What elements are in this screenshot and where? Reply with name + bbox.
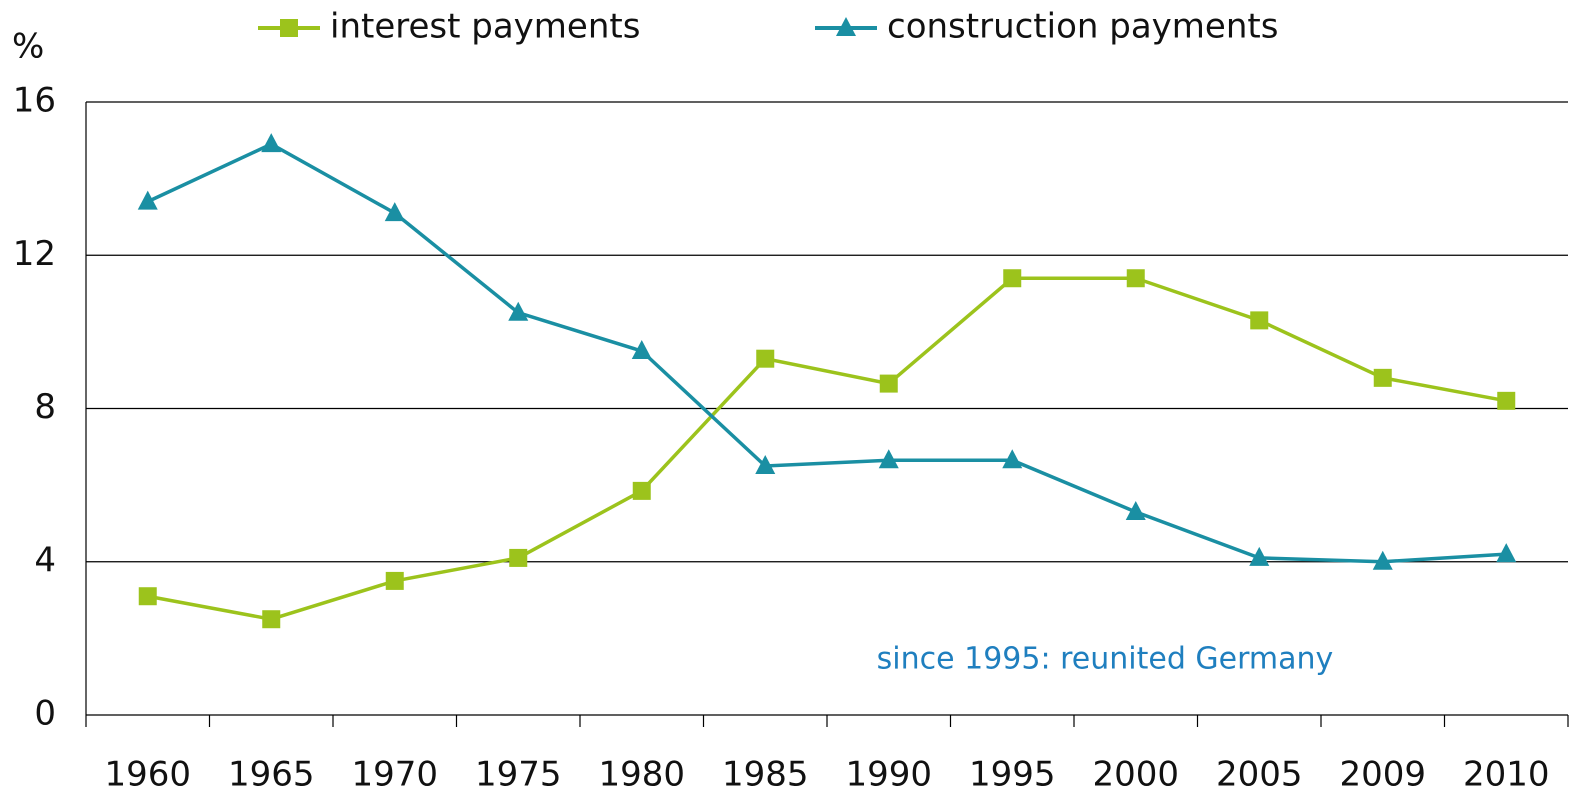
x-tick-label: 1985 xyxy=(722,755,809,795)
x-tick-label: 2009 xyxy=(1339,755,1426,795)
marker xyxy=(1496,543,1517,563)
annotation: since 1995: reunited Germany xyxy=(877,642,1334,677)
marker xyxy=(1125,500,1146,520)
marker xyxy=(508,301,529,321)
marker xyxy=(1126,269,1145,288)
x-tick-label: 2005 xyxy=(1216,755,1303,795)
x-tick-label: 1965 xyxy=(228,755,315,795)
series-line xyxy=(147,142,1507,564)
marker xyxy=(138,587,157,606)
x-tick-label: 1990 xyxy=(845,755,932,795)
marker xyxy=(1003,269,1022,288)
marker xyxy=(755,454,776,474)
y-tick-label: 8 xyxy=(34,387,56,427)
marker xyxy=(1249,546,1270,566)
marker xyxy=(632,481,651,500)
legend-marker xyxy=(836,17,856,36)
x-tick-label: 1970 xyxy=(351,755,438,795)
marker xyxy=(137,190,158,210)
marker xyxy=(261,133,282,153)
marker xyxy=(1373,368,1392,387)
marker xyxy=(631,340,652,360)
x-tick-label: 1975 xyxy=(475,755,562,795)
marker xyxy=(1250,311,1269,330)
marker xyxy=(878,449,899,469)
x-tick-label: 1980 xyxy=(598,755,685,795)
marker xyxy=(509,548,528,567)
legend-marker xyxy=(280,19,298,37)
marker xyxy=(756,349,775,368)
y-tick-label: 0 xyxy=(34,694,56,734)
x-tick-label: 1995 xyxy=(969,755,1056,795)
x-tick-label: 2000 xyxy=(1092,755,1179,795)
y-tick-label: 4 xyxy=(34,540,56,580)
x-tick-label: 1960 xyxy=(104,755,191,795)
legend-label: construction payments xyxy=(887,7,1278,47)
marker xyxy=(1372,550,1393,570)
marker xyxy=(1497,391,1516,410)
marker xyxy=(262,610,281,629)
marker xyxy=(384,202,405,222)
x-tick-label: 2010 xyxy=(1463,755,1550,795)
marker xyxy=(1002,449,1023,469)
y-axis-label: % xyxy=(12,27,44,67)
y-tick-label: 12 xyxy=(13,234,56,274)
legend-label: interest payments xyxy=(330,7,640,47)
marker xyxy=(879,374,898,393)
series-line xyxy=(147,276,1507,622)
marker xyxy=(385,571,404,590)
y-tick-label: 16 xyxy=(13,81,56,121)
